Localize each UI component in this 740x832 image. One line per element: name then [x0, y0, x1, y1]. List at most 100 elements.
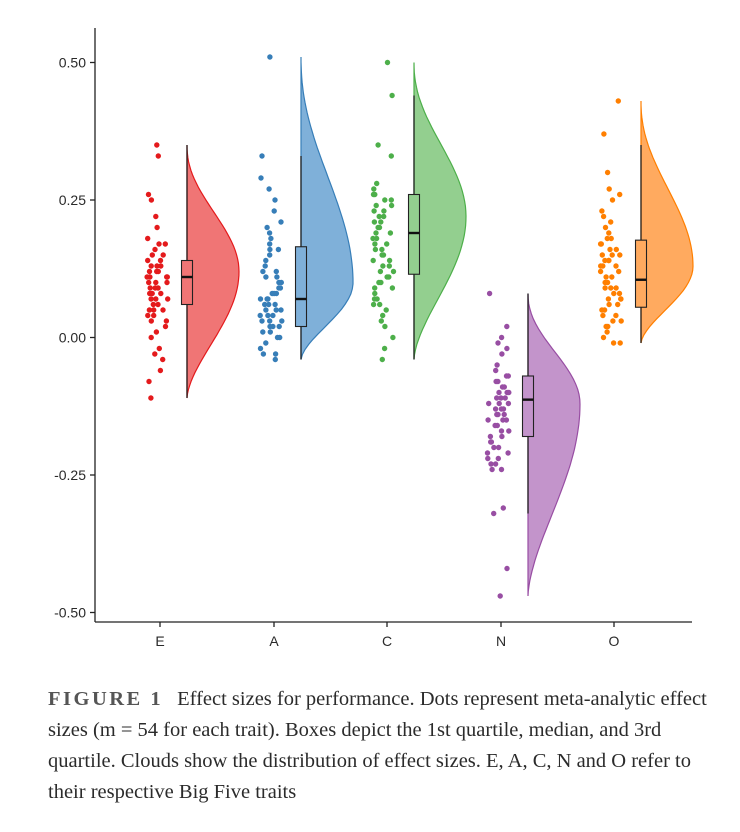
data-point — [277, 334, 283, 341]
data-point — [370, 257, 376, 264]
data-point — [257, 312, 263, 319]
data-point — [155, 153, 161, 159]
data-point — [485, 417, 491, 423]
data-point — [495, 378, 501, 385]
data-point — [484, 450, 491, 456]
data-point — [494, 411, 500, 418]
data-point — [491, 444, 497, 451]
y-tick-label: 0.00 — [59, 330, 86, 346]
x-tick-label: O — [609, 633, 620, 649]
data-point — [371, 208, 377, 214]
data-point — [146, 279, 152, 286]
data-point — [278, 219, 284, 225]
data-point — [148, 334, 154, 341]
figure-label: FIGURE 1 — [48, 688, 164, 710]
data-point — [154, 263, 160, 269]
data-point — [274, 274, 280, 280]
data-point — [495, 340, 501, 346]
data-point — [498, 334, 505, 341]
data-point — [157, 257, 164, 264]
data-point — [268, 235, 274, 242]
x-tick-label: E — [155, 633, 164, 649]
data-point — [272, 197, 278, 203]
data-point — [504, 565, 510, 572]
data-point — [381, 208, 387, 214]
data-point — [502, 395, 508, 401]
data-point — [605, 323, 611, 330]
data-point — [272, 356, 278, 363]
data-point — [267, 54, 273, 60]
data-point — [147, 285, 153, 291]
data-point — [372, 285, 378, 291]
data-point — [608, 219, 614, 225]
data-point — [486, 290, 493, 297]
x-tick-label: N — [496, 633, 506, 649]
data-point — [604, 235, 610, 242]
data-point — [264, 224, 270, 231]
data-point — [378, 279, 384, 286]
data-point — [370, 191, 377, 198]
data-point — [611, 290, 617, 297]
data-point — [609, 197, 616, 203]
data-point — [263, 257, 269, 264]
data-point — [500, 505, 506, 511]
data-point — [275, 246, 282, 253]
data-point — [616, 290, 623, 297]
data-point — [498, 395, 504, 401]
data-point — [270, 323, 276, 330]
data-point — [613, 312, 619, 319]
data-point — [265, 312, 271, 319]
data-point — [271, 208, 277, 214]
data-point — [386, 263, 392, 269]
data-point — [605, 257, 612, 264]
data-point — [504, 345, 510, 352]
data-point — [495, 444, 502, 451]
data-point — [606, 301, 612, 308]
data-point — [270, 312, 276, 319]
data-point — [154, 142, 160, 148]
data-point — [382, 323, 388, 330]
data-point — [371, 219, 378, 225]
data-point — [389, 92, 395, 99]
data-point — [487, 433, 494, 440]
series-E — [144, 142, 240, 401]
data-point — [266, 230, 273, 236]
data-point — [384, 241, 390, 247]
data-point — [375, 142, 381, 148]
data-point — [148, 318, 154, 324]
data-point — [491, 510, 497, 517]
data-point — [615, 301, 621, 308]
data-point — [158, 263, 164, 269]
data-point — [152, 246, 158, 253]
data-point — [604, 329, 610, 335]
data-point — [267, 241, 273, 247]
chart-canvas: -0.50 -0.25 0.00 0.25 0.50 E A C N O — [54, 28, 694, 649]
raincloud-chart: -0.50 -0.25 0.00 0.25 0.50 E A C N O — [54, 28, 694, 649]
data-point — [378, 219, 384, 225]
data-point — [373, 230, 379, 236]
data-point — [506, 389, 512, 396]
data-point — [390, 334, 396, 341]
data-point — [609, 274, 615, 280]
data-point — [500, 417, 506, 423]
data-point — [372, 241, 378, 247]
data-point — [158, 290, 164, 297]
series-N — [484, 290, 581, 599]
data-point — [260, 329, 266, 335]
data-point — [505, 450, 511, 456]
data-point — [160, 307, 166, 313]
data-point — [145, 257, 151, 264]
data-point — [381, 345, 388, 352]
data-point — [269, 290, 275, 297]
data-point — [148, 395, 154, 401]
data-point — [603, 274, 609, 280]
data-point — [380, 312, 386, 319]
data-point — [262, 263, 268, 269]
data-point — [386, 257, 393, 264]
x-tick-label: C — [382, 633, 392, 649]
data-point — [267, 252, 273, 258]
data-point — [266, 301, 272, 308]
data-point — [488, 439, 495, 445]
data-point — [272, 351, 279, 357]
data-point — [372, 290, 378, 297]
